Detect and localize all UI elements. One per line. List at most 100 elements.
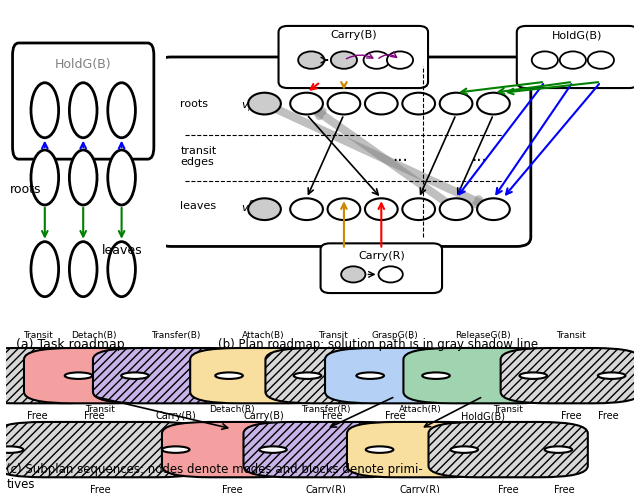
FancyBboxPatch shape — [266, 348, 399, 403]
FancyBboxPatch shape — [0, 348, 108, 403]
Circle shape — [560, 51, 586, 69]
Text: transit
edges: transit edges — [180, 145, 217, 167]
FancyBboxPatch shape — [162, 422, 303, 477]
Text: Carry(R): Carry(R) — [306, 485, 347, 493]
Text: Transit: Transit — [317, 331, 348, 340]
Text: HoldG(B): HoldG(B) — [552, 30, 603, 40]
Circle shape — [378, 266, 403, 282]
Circle shape — [162, 446, 189, 453]
Text: Carry(B): Carry(B) — [243, 411, 284, 421]
Circle shape — [108, 150, 136, 205]
Text: Attach(R): Attach(R) — [399, 405, 442, 414]
Circle shape — [108, 242, 136, 297]
Circle shape — [298, 51, 324, 69]
Text: Carry(R): Carry(R) — [400, 485, 441, 493]
Text: Carry(R): Carry(R) — [358, 251, 404, 261]
Text: Transit: Transit — [86, 405, 115, 414]
FancyBboxPatch shape — [190, 348, 337, 403]
Circle shape — [440, 198, 472, 220]
Text: Free: Free — [84, 411, 104, 421]
Circle shape — [520, 372, 547, 379]
Text: Free: Free — [385, 411, 406, 421]
FancyBboxPatch shape — [347, 422, 493, 477]
Text: ReleaseG(B): ReleaseG(B) — [455, 331, 511, 340]
Circle shape — [341, 266, 365, 282]
Circle shape — [366, 446, 394, 453]
FancyBboxPatch shape — [243, 422, 409, 477]
Circle shape — [477, 198, 510, 220]
Text: leaves: leaves — [102, 245, 142, 257]
FancyBboxPatch shape — [13, 43, 154, 159]
Text: Detach(R): Detach(R) — [209, 405, 255, 414]
Circle shape — [248, 198, 281, 220]
Text: roots: roots — [180, 99, 209, 108]
FancyBboxPatch shape — [517, 26, 638, 88]
Circle shape — [422, 372, 450, 379]
Circle shape — [451, 446, 478, 453]
Text: ...: ... — [392, 147, 408, 165]
Circle shape — [387, 51, 413, 69]
Circle shape — [365, 93, 397, 114]
FancyBboxPatch shape — [429, 422, 588, 477]
FancyBboxPatch shape — [403, 348, 563, 403]
Circle shape — [259, 446, 287, 453]
Text: (c) Subplan sequences: nodes denote modes and blocks denote primi-
tives: (c) Subplan sequences: nodes denote mode… — [6, 462, 423, 491]
Circle shape — [69, 83, 97, 138]
FancyBboxPatch shape — [24, 348, 164, 403]
Text: Attach(B): Attach(B) — [242, 331, 285, 340]
Text: HoldG(B): HoldG(B) — [55, 58, 111, 71]
Circle shape — [69, 242, 97, 297]
Circle shape — [121, 372, 148, 379]
Circle shape — [0, 446, 23, 453]
Text: $v_n^S$: $v_n^S$ — [241, 199, 255, 218]
Circle shape — [31, 242, 59, 297]
Circle shape — [403, 93, 435, 114]
Circle shape — [248, 93, 281, 114]
FancyBboxPatch shape — [157, 57, 531, 246]
Circle shape — [215, 372, 243, 379]
Circle shape — [65, 372, 92, 379]
FancyBboxPatch shape — [278, 26, 428, 88]
Circle shape — [108, 83, 136, 138]
FancyBboxPatch shape — [325, 348, 465, 403]
Circle shape — [31, 83, 59, 138]
Text: Detach(B): Detach(B) — [72, 331, 117, 340]
Circle shape — [364, 51, 390, 69]
Text: (a) Task roadmap: (a) Task roadmap — [16, 338, 125, 351]
Circle shape — [440, 93, 472, 114]
Text: Free: Free — [498, 485, 518, 493]
Circle shape — [328, 93, 360, 114]
Circle shape — [328, 198, 360, 220]
Text: HoldG(B): HoldG(B) — [461, 411, 505, 421]
Circle shape — [290, 198, 323, 220]
Text: Transit: Transit — [23, 331, 52, 340]
Text: roots: roots — [10, 183, 41, 196]
Text: Carry(B): Carry(B) — [330, 30, 376, 40]
Circle shape — [532, 51, 558, 69]
Circle shape — [545, 446, 572, 453]
Text: (b) Plan roadmap: solution path is in gray shadow line: (b) Plan roadmap: solution path is in gr… — [218, 338, 538, 351]
Circle shape — [365, 198, 397, 220]
Text: leaves: leaves — [180, 201, 216, 211]
Circle shape — [331, 51, 357, 69]
Circle shape — [31, 150, 59, 205]
Text: Transfer(B): Transfer(B) — [151, 331, 200, 340]
Circle shape — [69, 150, 97, 205]
Text: Free: Free — [28, 411, 48, 421]
Text: GraspG(B): GraspG(B) — [372, 331, 419, 340]
FancyBboxPatch shape — [0, 422, 205, 477]
Circle shape — [403, 198, 435, 220]
Circle shape — [588, 51, 614, 69]
FancyBboxPatch shape — [93, 348, 259, 403]
Text: Free: Free — [554, 485, 575, 493]
Circle shape — [477, 93, 510, 114]
Text: Transfer(R): Transfer(R) — [301, 405, 351, 414]
Text: $v_n^G$: $v_n^G$ — [241, 95, 255, 115]
Text: Free: Free — [322, 411, 343, 421]
Text: Free: Free — [222, 485, 243, 493]
Circle shape — [356, 372, 384, 379]
Circle shape — [294, 372, 321, 379]
Text: Transit: Transit — [493, 405, 523, 414]
Text: Transit: Transit — [556, 331, 586, 340]
FancyBboxPatch shape — [500, 348, 640, 403]
